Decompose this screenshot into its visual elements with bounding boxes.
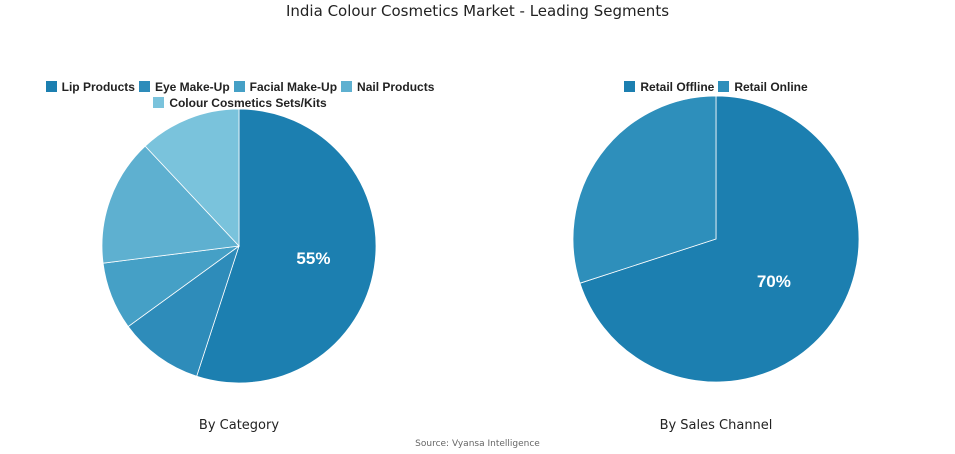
- legend-label: Lip Products: [61, 80, 135, 94]
- legend-swatch: [341, 81, 353, 92]
- legend-swatch: [45, 81, 57, 92]
- legend-label: Facial Make-Up: [249, 80, 338, 94]
- legend-item: Retail Online: [718, 79, 808, 95]
- legend-label: Eye Make-Up: [154, 80, 230, 94]
- legend-label: Nail Products: [357, 80, 435, 94]
- legend-sales-channel: Retail Offline Retail Online: [566, 79, 866, 95]
- legend-item: Retail Offline: [624, 79, 714, 95]
- source-note: Source: Vyansa Intelligence: [415, 439, 540, 449]
- legend-item: Eye Make-Up: [138, 79, 230, 95]
- pie-slice-lip-products: [196, 108, 377, 384]
- caption-by-category: By Category: [198, 418, 280, 433]
- legend-swatch: [153, 97, 165, 108]
- legend-swatch: [718, 81, 730, 92]
- legend-swatch: [233, 81, 245, 92]
- caption-by-sales-channel: By Sales Channel: [659, 418, 773, 433]
- legend-label: Retail Offline: [640, 80, 715, 94]
- legend-label: Colour Cosmetics Sets/Kits: [169, 96, 327, 110]
- legend-item: Facial Make-Up: [233, 79, 338, 95]
- chart-title: India Colour Cosmetics Market - Leading …: [285, 2, 670, 20]
- pie-slice-colour-cosmetics-sets-kits: [144, 108, 240, 248]
- data-label: 70%: [757, 272, 791, 291]
- legend-swatch: [624, 81, 636, 92]
- pie-slice-retail-offline: [579, 95, 860, 383]
- pie-slice-retail-online: [572, 95, 717, 284]
- legend-category: Lip Products Eye Make-Up Facial Make-Up Nai…: [40, 79, 440, 111]
- pie-slice-nail-products: [101, 145, 240, 264]
- legend-item: Colour Cosmetics Sets/Kits: [153, 95, 327, 111]
- legend-swatch: [138, 81, 150, 92]
- legend-item: Nail Products: [341, 79, 434, 95]
- data-label: 55%: [296, 249, 330, 268]
- legend-item: Lip Products: [45, 79, 135, 95]
- pie-slice-eye-make-up: [127, 244, 240, 377]
- legend-label: Retail Online: [734, 80, 808, 94]
